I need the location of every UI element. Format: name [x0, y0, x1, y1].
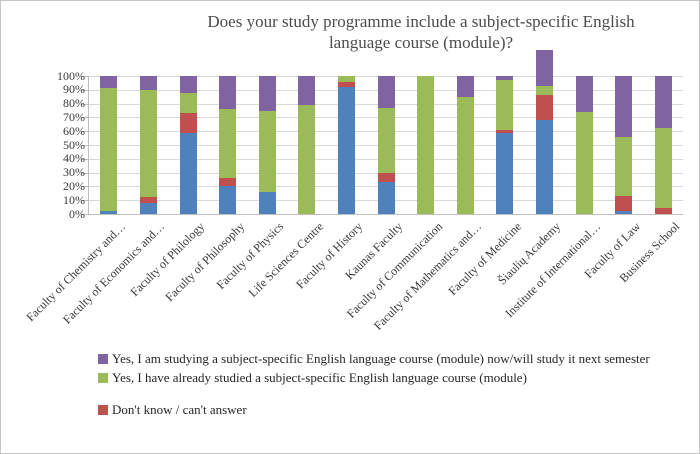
y-axis-tick — [81, 131, 89, 133]
bar-segment — [179, 113, 197, 133]
bar-segment — [496, 80, 514, 130]
bar-segment — [377, 182, 395, 214]
y-axis-tick-label: 100% — [57, 68, 85, 83]
y-axis-tick-label: 80% — [63, 96, 85, 111]
bar-segment — [535, 120, 553, 214]
bar-segment — [219, 186, 237, 214]
bar-segment — [139, 202, 157, 214]
y-axis-tick — [81, 214, 89, 215]
bar-segment — [219, 76, 237, 110]
bar-segment — [456, 96, 474, 214]
bar-segment — [456, 76, 474, 97]
x-axis-label: Kaunas Faculty — [342, 219, 406, 283]
legend-swatch — [98, 372, 108, 383]
bar-segment — [377, 76, 395, 108]
bar-segment — [337, 87, 355, 214]
y-axis-tick-label: 0% — [69, 206, 85, 221]
bar-segment — [654, 208, 672, 214]
gridline — [89, 214, 683, 215]
bar-segment — [100, 88, 118, 212]
y-axis-tick — [81, 103, 89, 105]
legend-entry: Yes, I am studying a subject-specific En… — [98, 351, 657, 367]
legend-entry: Don't know / can't answer — [98, 402, 657, 418]
legend-swatch — [98, 405, 108, 415]
bar-segment — [535, 85, 553, 96]
y-axis-tick-label: 70% — [63, 109, 85, 124]
x-axis-label: Institute of International… — [502, 219, 604, 321]
bar-segment — [298, 76, 316, 105]
bar-segment — [139, 76, 157, 90]
x-axis-label: Faculty of Medicine — [445, 219, 524, 299]
bar-segment — [417, 76, 435, 214]
y-axis-tick — [81, 145, 89, 146]
chart-title: Does your study programme include a subj… — [207, 12, 635, 52]
legend-swatch — [98, 354, 108, 364]
legend-label: Yes, I am studying a subject-specific En… — [112, 351, 650, 366]
bar-segment — [535, 49, 553, 86]
bar-segment — [496, 76, 514, 81]
x-axis-label: Faculty of Law — [581, 219, 643, 282]
bar-segment — [100, 211, 118, 214]
bar-segment — [179, 92, 197, 114]
y-axis-tick — [81, 186, 89, 188]
y-axis-tick — [81, 89, 89, 91]
y-axis-tick-label: 30% — [63, 165, 85, 180]
y-axis-tick-label: 10% — [63, 192, 85, 207]
x-axis-label: Faculty of Mathematics and… — [371, 219, 485, 333]
x-axis-label: Faculty of Philosophy — [161, 219, 247, 305]
bar-segment — [615, 196, 633, 212]
y-axis-tick-label: 20% — [63, 178, 85, 193]
bar-segment — [615, 211, 633, 214]
y-axis-tick-label: 40% — [63, 151, 85, 166]
bar-segment — [654, 76, 672, 129]
y-axis-tick — [81, 76, 89, 77]
y-axis-tick — [81, 117, 89, 119]
bar-segment — [219, 109, 237, 179]
bar-segment — [258, 76, 276, 111]
bar-segment — [615, 136, 633, 197]
x-axis-label: Šiaulių Academy — [495, 219, 564, 288]
bar-segment — [139, 197, 157, 203]
y-axis-tick-label: 90% — [63, 82, 85, 97]
y-axis-tick-label: 60% — [63, 123, 85, 138]
y-axis-tick — [81, 200, 89, 202]
y-axis-tick — [81, 158, 89, 160]
y-axis-tick-label: 50% — [63, 137, 85, 152]
x-axis-label: Faculty of Physics — [213, 219, 287, 292]
legend-label: Yes, I have already studied a subject-sp… — [112, 369, 527, 385]
bar-segment — [258, 191, 276, 214]
bar-segment — [496, 132, 514, 214]
bar-segment — [298, 104, 316, 214]
legend-label: Don't know / can't answer — [112, 402, 247, 417]
x-axis-label: Faculty of History — [293, 219, 366, 292]
y-axis-line — [88, 76, 89, 215]
bar-segment — [575, 111, 593, 214]
bar-segment — [179, 132, 197, 214]
bar-segment — [179, 76, 197, 93]
bar-segment — [654, 128, 672, 209]
bar-segment — [575, 76, 593, 112]
bar-segment — [219, 178, 237, 187]
bar-segment — [337, 81, 355, 88]
x-axis-label: Faculty of Philology — [127, 219, 208, 299]
bar-segment — [377, 172, 395, 183]
y-axis-tick — [81, 172, 89, 174]
x-axis-label: Business School — [616, 219, 683, 286]
bar-segment — [100, 76, 118, 89]
bar-segment — [535, 95, 553, 121]
bar-segment — [258, 110, 276, 192]
legend-entry: Yes, I have already studied a subject-sp… — [98, 370, 657, 386]
x-axis-label: Life Sciences Centre — [245, 219, 326, 300]
x-axis-label: Faculty of Communication — [343, 219, 445, 321]
bar-segment — [139, 89, 157, 198]
bar-segment — [377, 107, 395, 173]
legend: Yes, I am studying a subject-specific En… — [98, 351, 657, 421]
bar-segment — [615, 76, 633, 137]
x-axis-label: Faculty of Economics and… — [60, 219, 168, 327]
bar-segment — [337, 76, 355, 82]
bar-segment — [496, 129, 514, 133]
